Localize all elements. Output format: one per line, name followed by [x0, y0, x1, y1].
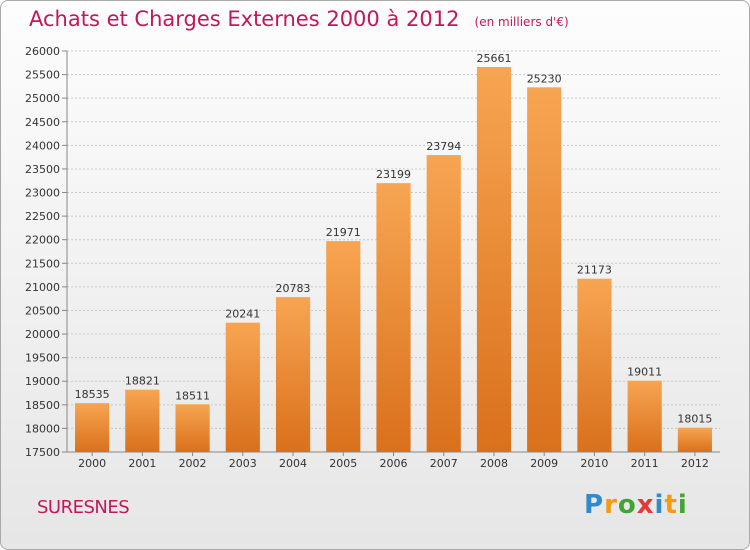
logo-letter: t — [664, 490, 678, 520]
bar — [527, 87, 562, 453]
bar — [476, 66, 512, 452]
x-tick-label: 2002 — [179, 457, 207, 470]
logo-letter: P — [584, 490, 605, 520]
y-tick-label: 17500 — [25, 446, 60, 459]
logo-letter: i — [677, 490, 688, 520]
x-tick-label: 2011 — [631, 457, 659, 470]
logo-letter: i — [654, 490, 665, 520]
x-tick-label: 2005 — [329, 457, 357, 470]
bar-value-label: 21971 — [326, 226, 361, 239]
chart-unit: (en milliers d'€) — [474, 15, 569, 29]
y-tick-label: 20500 — [25, 304, 60, 317]
x-tick-label: 2004 — [279, 457, 307, 470]
bar — [225, 322, 260, 452]
logo-letter: o — [617, 490, 637, 520]
x-tick-label: 2008 — [480, 457, 508, 470]
x-tick-label: 2003 — [229, 457, 257, 470]
bar-value-label: 20241 — [225, 308, 260, 321]
y-tick-label: 24500 — [25, 116, 60, 129]
chart-title: Achats et Charges Externes 2000 à 2012 (… — [29, 7, 569, 31]
bar-value-label: 19011 — [627, 366, 662, 379]
bar — [677, 427, 712, 452]
bar-value-label: 23199 — [376, 168, 411, 181]
logo-letter: r — [604, 490, 618, 520]
bar-value-label: 25230 — [527, 72, 562, 85]
y-tick-label: 20000 — [25, 328, 60, 341]
y-tick-label: 24000 — [25, 139, 60, 152]
bar-value-label: 18535 — [75, 388, 110, 401]
y-tick-label: 25000 — [25, 92, 60, 105]
bar-value-label: 20783 — [276, 282, 311, 295]
y-tick-label: 21000 — [25, 281, 60, 294]
y-tick-label: 22000 — [25, 234, 60, 247]
city-name: SURESNES — [37, 497, 130, 518]
bar — [175, 404, 210, 452]
x-tick-label: 2001 — [128, 457, 156, 470]
bar — [376, 183, 411, 452]
x-tick-label: 2000 — [78, 457, 106, 470]
bar-value-label: 18511 — [175, 389, 210, 402]
bar — [627, 380, 662, 452]
x-tick-label: 2006 — [380, 457, 408, 470]
y-tick-label: 23000 — [25, 187, 60, 200]
y-tick-label: 22500 — [25, 210, 60, 223]
y-tick-label: 25500 — [25, 69, 60, 82]
x-tick-label: 2009 — [530, 457, 558, 470]
x-tick-label: 2010 — [580, 457, 608, 470]
y-tick-label: 21500 — [25, 257, 60, 270]
x-tick-label: 2012 — [681, 457, 709, 470]
bar-value-label: 21173 — [577, 264, 612, 277]
y-tick-label: 18000 — [25, 422, 60, 435]
bar — [326, 241, 361, 452]
logo-letter: x — [636, 490, 655, 520]
y-tick-label: 18500 — [25, 399, 60, 412]
y-tick-label: 23500 — [25, 163, 60, 176]
bar — [275, 297, 311, 452]
bar-value-label: 18015 — [677, 413, 712, 426]
chart-title-text: Achats et Charges Externes 2000 à 2012 — [29, 7, 460, 31]
bar — [125, 389, 160, 452]
x-tick-label: 2007 — [430, 457, 458, 470]
bar-value-label: 23794 — [426, 140, 461, 153]
bar-value-label: 18821 — [125, 375, 160, 388]
bar — [75, 403, 110, 452]
y-tick-label: 19500 — [25, 352, 60, 365]
y-tick-label: 26000 — [25, 45, 60, 58]
bar — [577, 278, 612, 452]
bar — [426, 155, 461, 452]
bar-value-label: 25661 — [476, 52, 511, 65]
proxiti-logo: Proxiti — [584, 490, 688, 520]
y-tick-label: 19000 — [25, 375, 60, 388]
